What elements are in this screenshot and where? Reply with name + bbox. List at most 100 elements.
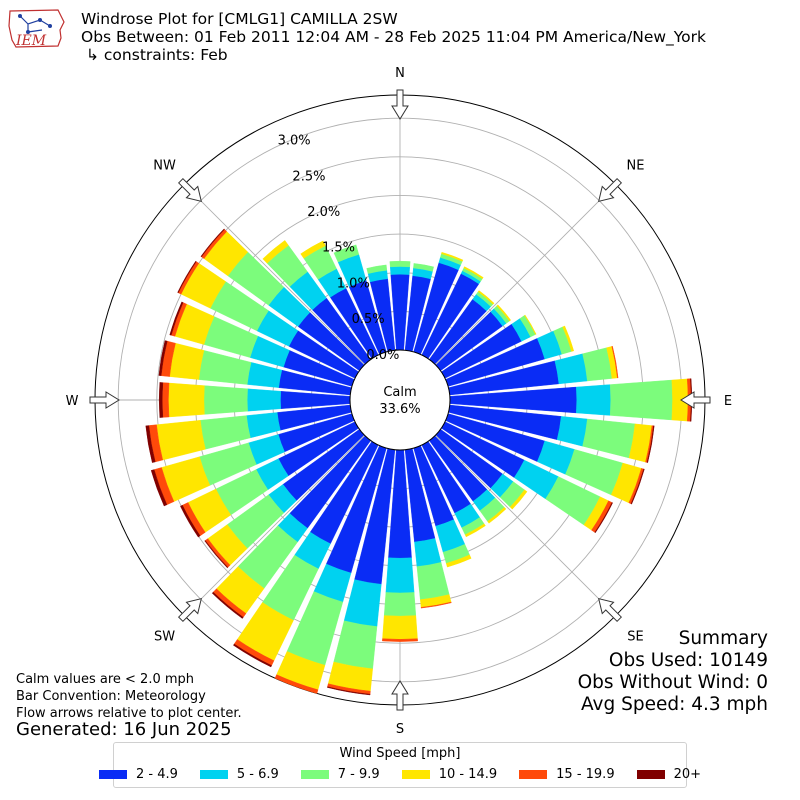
- windrose-bar-320-bin-4: [262, 240, 289, 264]
- generated-date: Generated: 16 Jun 2025: [16, 719, 232, 740]
- direction-label-w: W: [66, 394, 79, 409]
- direction-label-e: E: [724, 394, 732, 409]
- iowa-outline: [8, 9, 65, 48]
- direction-arrows: [89, 89, 711, 711]
- windrose-bar-90-bin-6: [690, 378, 693, 422]
- windrose-bar-340-bin-3: [333, 244, 360, 263]
- windrose-bar-250-bin-6: [150, 469, 168, 507]
- windrose-bar-180-bin-2: [385, 557, 415, 594]
- windrose-bar-240-bin-6: [180, 504, 201, 538]
- windrose-bar-270-bin-6: [158, 382, 164, 418]
- windrose-bar-200-bin-5: [274, 674, 319, 694]
- legend-swatch: [199, 770, 228, 779]
- grid-spoke: [184, 184, 365, 365]
- windrose-bar-260-bin-4: [156, 420, 206, 461]
- windrose-bar-100-bin-2: [556, 416, 588, 447]
- legend-item: 20+: [636, 767, 702, 782]
- plot-constraints: ↳ constraints: Feb: [86, 46, 228, 64]
- windrose-bar-220-bin-6: [211, 591, 244, 619]
- windrose-bar-30-bin-4: [463, 266, 484, 280]
- legend-label: 20+: [673, 767, 702, 782]
- windrose-bar-260-bin-2: [246, 412, 281, 439]
- windrose-bar-280-bin-6: [158, 340, 168, 376]
- legend-label: 15 - 19.9: [556, 767, 615, 782]
- radial-tick-label: 2.0%: [307, 205, 340, 220]
- grid-spoke: [435, 435, 616, 616]
- legend-swatch: [401, 770, 430, 779]
- legend-item: 15 - 19.9: [519, 767, 615, 782]
- grid-spoke: [435, 184, 616, 365]
- plot-subtitle: Obs Between: 01 Feb 2011 12:04 AM - 28 F…: [81, 28, 707, 46]
- windrose-bar-140-bin-4: [487, 507, 507, 524]
- iem-logo: IEM: [8, 9, 65, 49]
- flow-arrow-90: [680, 391, 711, 409]
- legend-swatch: [98, 770, 127, 779]
- radial-tick-label: 3.0%: [278, 134, 311, 149]
- radial-tick-label: 1.0%: [337, 276, 370, 291]
- radial-tick-label: 0.0%: [366, 348, 399, 363]
- radial-tick-label: 1.5%: [322, 241, 355, 256]
- windrose-bar-190-bin-6: [327, 686, 371, 696]
- flow-arrow-225: [177, 598, 202, 623]
- legend-item: 5 - 6.9: [199, 767, 279, 782]
- direction-label-ne: NE: [626, 159, 644, 174]
- summary-box: Summary Obs Used: 10149 Obs Without Wind…: [578, 628, 768, 716]
- windrose-bar-300-bin-6: [177, 260, 197, 294]
- bar-convention-note: Bar Convention: Meteorology: [16, 689, 206, 704]
- windrose-bar-350-bin-3: [366, 264, 388, 274]
- calm-label: Calm: [383, 385, 416, 400]
- calm-disc: [349, 349, 451, 451]
- summary-obs-without-wind: Obs Without Wind: 0: [577, 672, 768, 693]
- windrose-bar-260-bin-6: [145, 425, 156, 463]
- flow-note: Flow arrows relative to plot center.: [16, 706, 242, 721]
- windrose-bar-310-bin-6: [200, 228, 225, 258]
- flow-arrow-315: [177, 177, 202, 202]
- direction-label-se: SE: [627, 629, 643, 644]
- radial-tick-labels: 0.0% 0.5% 1.0% 1.5% 2.0% 2.5% 3.0%: [278, 134, 400, 363]
- flow-arrow-45: [598, 177, 623, 202]
- windrose-bar-80-bin-5: [611, 345, 619, 379]
- direction-label-sw: SW: [154, 629, 175, 644]
- direction-label-nw: NW: [153, 159, 176, 174]
- windrose-bar-100-bin-6: [646, 425, 655, 463]
- windrose-bar-270-bin-3: [203, 385, 248, 415]
- windrose-bar-170-bin-2: [414, 538, 442, 567]
- windrose-bar-270-bin-2: [247, 388, 281, 412]
- windrose-bar-150-bin-4: [464, 523, 486, 538]
- radial-tick-label: 0.5%: [352, 312, 385, 327]
- windrose-bar-290-bin-6: [169, 301, 184, 336]
- windrose-bar-190-bin-3: [333, 620, 378, 670]
- legend-item: 10 - 14.9: [401, 767, 498, 782]
- windrose-bar-70-bin-4: [562, 325, 575, 352]
- flow-arrow-270: [89, 391, 120, 409]
- windrose-bar-110-bin-6: [630, 468, 645, 505]
- summary-avg-speed: Avg Speed: 4.3 mph: [580, 694, 768, 715]
- legend-swatch: [300, 770, 329, 779]
- windrose-bar-170-bin-3: [416, 562, 450, 600]
- legend: Wind Speed [mph] 2 - 4.9 5 - 6.9 7 - 9.9 10…: [98, 742, 701, 788]
- windrose-bar-80-bin-2: [554, 353, 588, 385]
- windrose-bar-330-bin-4: [300, 240, 326, 259]
- direction-label-s: S: [396, 722, 404, 737]
- summary-obs-used: Obs Used: 10149: [608, 650, 768, 671]
- legend-label: 2 - 4.9: [135, 767, 178, 782]
- legend-label: 10 - 14.9: [438, 767, 498, 782]
- windrose-bar-10-bin-3: [413, 263, 434, 272]
- windrose-bar-50-bin-4: [496, 304, 512, 322]
- calm-circle: Calm 33.6%: [349, 349, 451, 451]
- legend-title: Wind Speed [mph]: [339, 746, 461, 761]
- windrose-bar-100-bin-3: [582, 418, 636, 459]
- direction-labels: N NE E SE S SW W NW: [66, 66, 733, 737]
- calm-note: Calm values are < 2.0 mph: [16, 672, 195, 687]
- calm-percent: 33.6%: [379, 402, 420, 417]
- windrose-bars: [145, 228, 693, 696]
- windrose-bar-190-bin-2: [343, 579, 382, 627]
- logo-text: IEM: [15, 33, 47, 49]
- legend-item: 2 - 4.9: [98, 767, 178, 782]
- windrose-bar-180-bin-3: [383, 592, 417, 617]
- windrose-bar-280-bin-4: [169, 342, 205, 380]
- legend-swatch: [519, 770, 548, 779]
- windrose-bar-160-bin-4: [445, 554, 472, 568]
- legend-swatch: [636, 770, 665, 779]
